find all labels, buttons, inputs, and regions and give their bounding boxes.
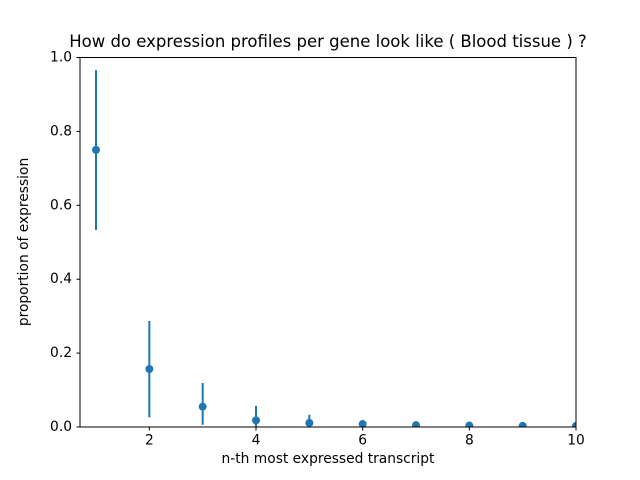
x-tick-label: 4 — [252, 433, 261, 449]
y-tick-label: 0.2 — [50, 345, 72, 361]
data-point — [358, 420, 367, 427]
x-tick-label: 2 — [145, 433, 154, 449]
axis-ticks: 2 4 6 8 10 0.0 0.2 0.4 0.6 0.8 1.0 — [50, 50, 585, 449]
data-point — [518, 421, 527, 427]
data-point — [252, 416, 260, 425]
x-tick-label: 6 — [358, 433, 367, 449]
chart-title: How do expression profiles per gene look… — [69, 32, 587, 51]
y-tick-label: 0.6 — [50, 197, 72, 213]
data-point — [572, 421, 576, 427]
data-point — [198, 402, 207, 411]
x-axis-label: n-th most expressed transcript — [222, 451, 435, 467]
y-tick-label: 1.0 — [50, 50, 72, 66]
data-point — [412, 421, 420, 427]
errorbar-series — [92, 70, 576, 427]
plot-spines — [79, 57, 577, 428]
data-point — [305, 418, 314, 427]
y-axis-label: proportion of expression — [16, 158, 32, 326]
data-point — [145, 364, 154, 373]
y-tick-label: 0.4 — [50, 271, 72, 287]
y-tick-label: 0.0 — [50, 419, 72, 435]
data-point — [465, 421, 474, 427]
y-tick-label: 0.8 — [50, 123, 72, 139]
x-tick-label: 8 — [465, 433, 474, 449]
data-point — [92, 145, 100, 154]
x-tick-label: 10 — [567, 433, 585, 449]
